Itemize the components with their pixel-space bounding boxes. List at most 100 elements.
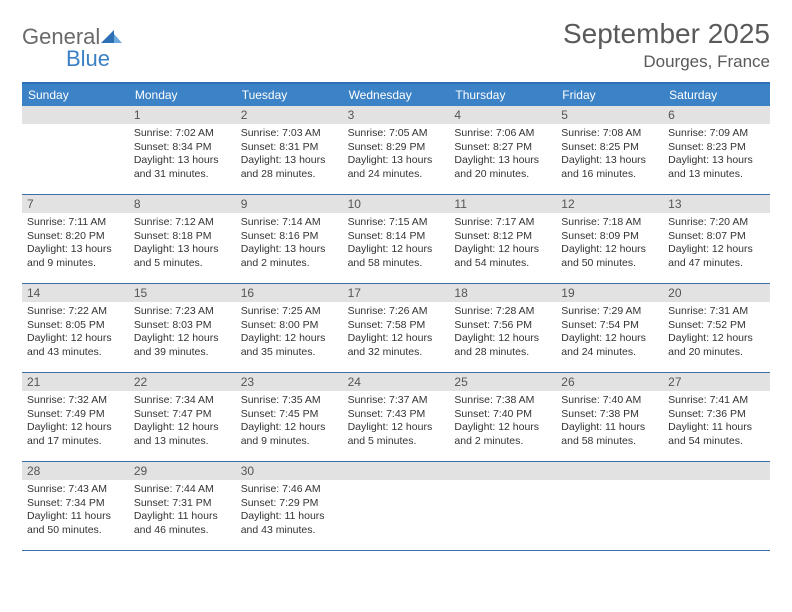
daylight-text: Daylight: 12 hours and 5 minutes. [348,421,445,448]
sunset-text: Sunset: 8:34 PM [134,141,231,155]
day-details: Sunrise: 7:20 AMSunset: 8:07 PMDaylight:… [663,213,770,275]
calendar-day-cell: 14Sunrise: 7:22 AMSunset: 8:05 PMDayligh… [22,284,129,372]
calendar-page: GeneralBlue September 2025 Dourges, Fran… [0,0,792,561]
calendar-week-row: 21Sunrise: 7:32 AMSunset: 7:49 PMDayligh… [22,373,770,462]
logo: GeneralBlue [22,18,123,72]
location-label: Dourges, France [563,52,770,72]
weekday-header: Sunday [22,84,129,106]
calendar-day-cell: 21Sunrise: 7:32 AMSunset: 7:49 PMDayligh… [22,373,129,461]
daylight-text: Daylight: 13 hours and 16 minutes. [561,154,658,181]
daylight-text: Daylight: 11 hours and 43 minutes. [241,510,338,537]
sunset-text: Sunset: 8:00 PM [241,319,338,333]
day-details: Sunrise: 7:44 AMSunset: 7:31 PMDaylight:… [129,480,236,542]
day-number: 27 [663,373,770,391]
day-number: 21 [22,373,129,391]
day-details: Sunrise: 7:46 AMSunset: 7:29 PMDaylight:… [236,480,343,542]
calendar-day-cell: 6Sunrise: 7:09 AMSunset: 8:23 PMDaylight… [663,106,770,194]
sunrise-text: Sunrise: 7:32 AM [27,394,124,408]
day-details: Sunrise: 7:15 AMSunset: 8:14 PMDaylight:… [343,213,450,275]
day-details: Sunrise: 7:18 AMSunset: 8:09 PMDaylight:… [556,213,663,275]
day-number: 22 [129,373,236,391]
sunset-text: Sunset: 8:18 PM [134,230,231,244]
sunset-text: Sunset: 7:31 PM [134,497,231,511]
day-details: Sunrise: 7:41 AMSunset: 7:36 PMDaylight:… [663,391,770,453]
calendar-day-cell: 7Sunrise: 7:11 AMSunset: 8:20 PMDaylight… [22,195,129,283]
weekday-header: Tuesday [236,84,343,106]
weekday-header: Friday [556,84,663,106]
sunset-text: Sunset: 7:56 PM [454,319,551,333]
sunrise-text: Sunrise: 7:14 AM [241,216,338,230]
weekday-header-row: Sunday Monday Tuesday Wednesday Thursday… [22,84,770,106]
daylight-text: Daylight: 13 hours and 28 minutes. [241,154,338,181]
daylight-text: Daylight: 11 hours and 50 minutes. [27,510,124,537]
day-details: Sunrise: 7:08 AMSunset: 8:25 PMDaylight:… [556,124,663,186]
day-details: Sunrise: 7:29 AMSunset: 7:54 PMDaylight:… [556,302,663,364]
day-details: Sunrise: 7:23 AMSunset: 8:03 PMDaylight:… [129,302,236,364]
day-number: 16 [236,284,343,302]
day-details: Sunrise: 7:40 AMSunset: 7:38 PMDaylight:… [556,391,663,453]
daylight-text: Daylight: 13 hours and 24 minutes. [348,154,445,181]
daylight-text: Daylight: 12 hours and 24 minutes. [561,332,658,359]
day-details: Sunrise: 7:12 AMSunset: 8:18 PMDaylight:… [129,213,236,275]
day-details: Sunrise: 7:09 AMSunset: 8:23 PMDaylight:… [663,124,770,186]
daylight-text: Daylight: 12 hours and 58 minutes. [348,243,445,270]
sunrise-text: Sunrise: 7:09 AM [668,127,765,141]
day-details: Sunrise: 7:34 AMSunset: 7:47 PMDaylight:… [129,391,236,453]
calendar-day-cell: 10Sunrise: 7:15 AMSunset: 8:14 PMDayligh… [343,195,450,283]
sunset-text: Sunset: 7:40 PM [454,408,551,422]
sunrise-text: Sunrise: 7:23 AM [134,305,231,319]
calendar-week-row: 7Sunrise: 7:11 AMSunset: 8:20 PMDaylight… [22,195,770,284]
daylight-text: Daylight: 12 hours and 20 minutes. [668,332,765,359]
day-number [556,462,663,480]
sunrise-text: Sunrise: 7:31 AM [668,305,765,319]
day-details: Sunrise: 7:37 AMSunset: 7:43 PMDaylight:… [343,391,450,453]
day-number: 30 [236,462,343,480]
calendar-day-cell: 4Sunrise: 7:06 AMSunset: 8:27 PMDaylight… [449,106,556,194]
day-number: 9 [236,195,343,213]
sunrise-text: Sunrise: 7:02 AM [134,127,231,141]
sunrise-text: Sunrise: 7:15 AM [348,216,445,230]
day-number [449,462,556,480]
day-number: 8 [129,195,236,213]
sunrise-text: Sunrise: 7:11 AM [27,216,124,230]
weekday-header: Saturday [663,84,770,106]
day-details: Sunrise: 7:31 AMSunset: 7:52 PMDaylight:… [663,302,770,364]
sunrise-text: Sunrise: 7:40 AM [561,394,658,408]
calendar-day-cell: 22Sunrise: 7:34 AMSunset: 7:47 PMDayligh… [129,373,236,461]
day-number: 25 [449,373,556,391]
sunrise-text: Sunrise: 7:46 AM [241,483,338,497]
weekday-header: Wednesday [343,84,450,106]
day-number [663,462,770,480]
calendar-day-cell: 1Sunrise: 7:02 AMSunset: 8:34 PMDaylight… [129,106,236,194]
calendar-grid: Sunday Monday Tuesday Wednesday Thursday… [22,82,770,551]
day-number: 26 [556,373,663,391]
day-details: Sunrise: 7:38 AMSunset: 7:40 PMDaylight:… [449,391,556,453]
day-number: 19 [556,284,663,302]
sunrise-text: Sunrise: 7:06 AM [454,127,551,141]
sunrise-text: Sunrise: 7:28 AM [454,305,551,319]
calendar-day-cell: 15Sunrise: 7:23 AMSunset: 8:03 PMDayligh… [129,284,236,372]
day-number: 29 [129,462,236,480]
sunrise-text: Sunrise: 7:20 AM [668,216,765,230]
calendar-day-cell: 11Sunrise: 7:17 AMSunset: 8:12 PMDayligh… [449,195,556,283]
sunrise-text: Sunrise: 7:26 AM [348,305,445,319]
calendar-day-cell: 30Sunrise: 7:46 AMSunset: 7:29 PMDayligh… [236,462,343,550]
day-details: Sunrise: 7:25 AMSunset: 8:00 PMDaylight:… [236,302,343,364]
calendar-day-cell [343,462,450,550]
sunrise-text: Sunrise: 7:38 AM [454,394,551,408]
sunrise-text: Sunrise: 7:44 AM [134,483,231,497]
day-details: Sunrise: 7:05 AMSunset: 8:29 PMDaylight:… [343,124,450,186]
sunrise-text: Sunrise: 7:12 AM [134,216,231,230]
title-block: September 2025 Dourges, France [563,18,770,72]
calendar-day-cell: 29Sunrise: 7:44 AMSunset: 7:31 PMDayligh… [129,462,236,550]
day-details: Sunrise: 7:17 AMSunset: 8:12 PMDaylight:… [449,213,556,275]
day-details: Sunrise: 7:11 AMSunset: 8:20 PMDaylight:… [22,213,129,275]
day-details: Sunrise: 7:32 AMSunset: 7:49 PMDaylight:… [22,391,129,453]
day-number [22,106,129,124]
daylight-text: Daylight: 12 hours and 54 minutes. [454,243,551,270]
day-number: 11 [449,195,556,213]
daylight-text: Daylight: 12 hours and 2 minutes. [454,421,551,448]
calendar-day-cell: 3Sunrise: 7:05 AMSunset: 8:29 PMDaylight… [343,106,450,194]
sunset-text: Sunset: 8:23 PM [668,141,765,155]
sunset-text: Sunset: 7:38 PM [561,408,658,422]
